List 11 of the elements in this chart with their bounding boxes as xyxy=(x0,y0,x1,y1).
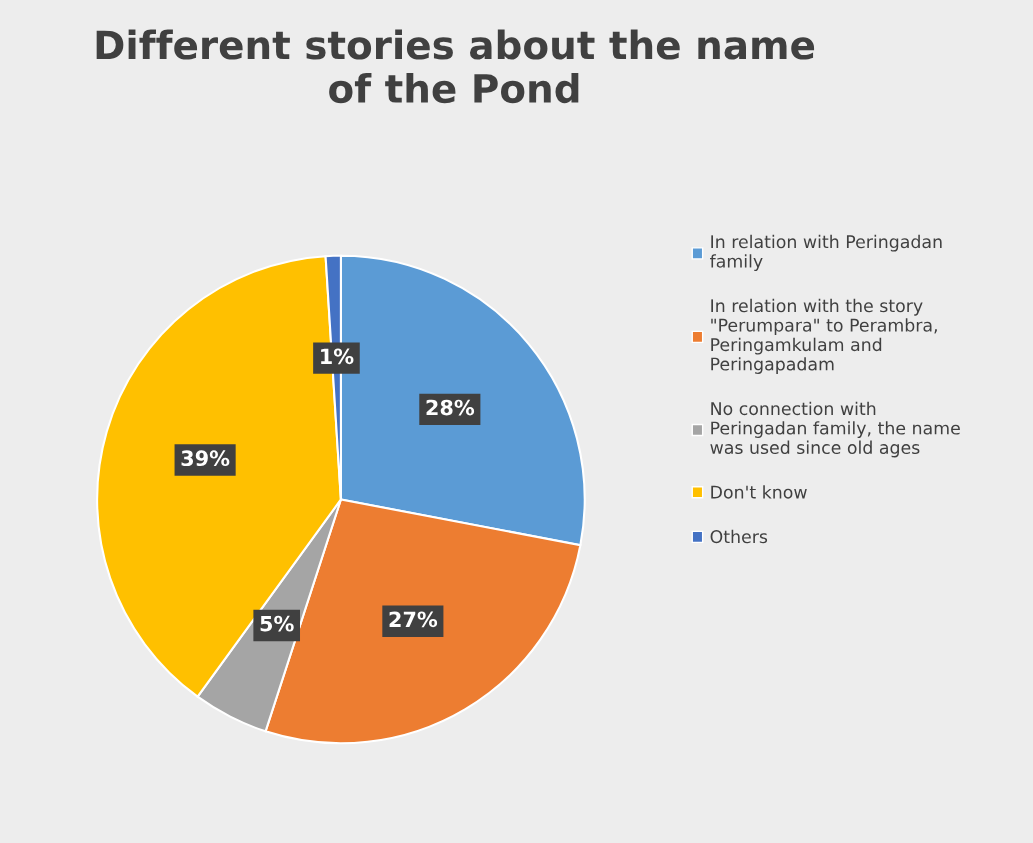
data-label: 28% xyxy=(426,399,475,416)
chart-title: Different stories about the name of the Pond xyxy=(96,29,815,104)
legend-label: No connection with Peringadan family, the name was used since old ages xyxy=(710,401,960,458)
legend-label: In relation with Peringadan family xyxy=(710,234,942,272)
data-label: 39% xyxy=(181,450,230,467)
data-label: 27% xyxy=(389,611,438,628)
legend-label: Don't know xyxy=(711,485,807,499)
data-label: 5% xyxy=(260,615,294,632)
data-label: 1% xyxy=(321,348,354,365)
legend-label: Others xyxy=(710,529,768,544)
legend-label: In relation with the story "Perumpara" to Perambra, Peringamkulam and Peringapadam xyxy=(711,298,937,374)
